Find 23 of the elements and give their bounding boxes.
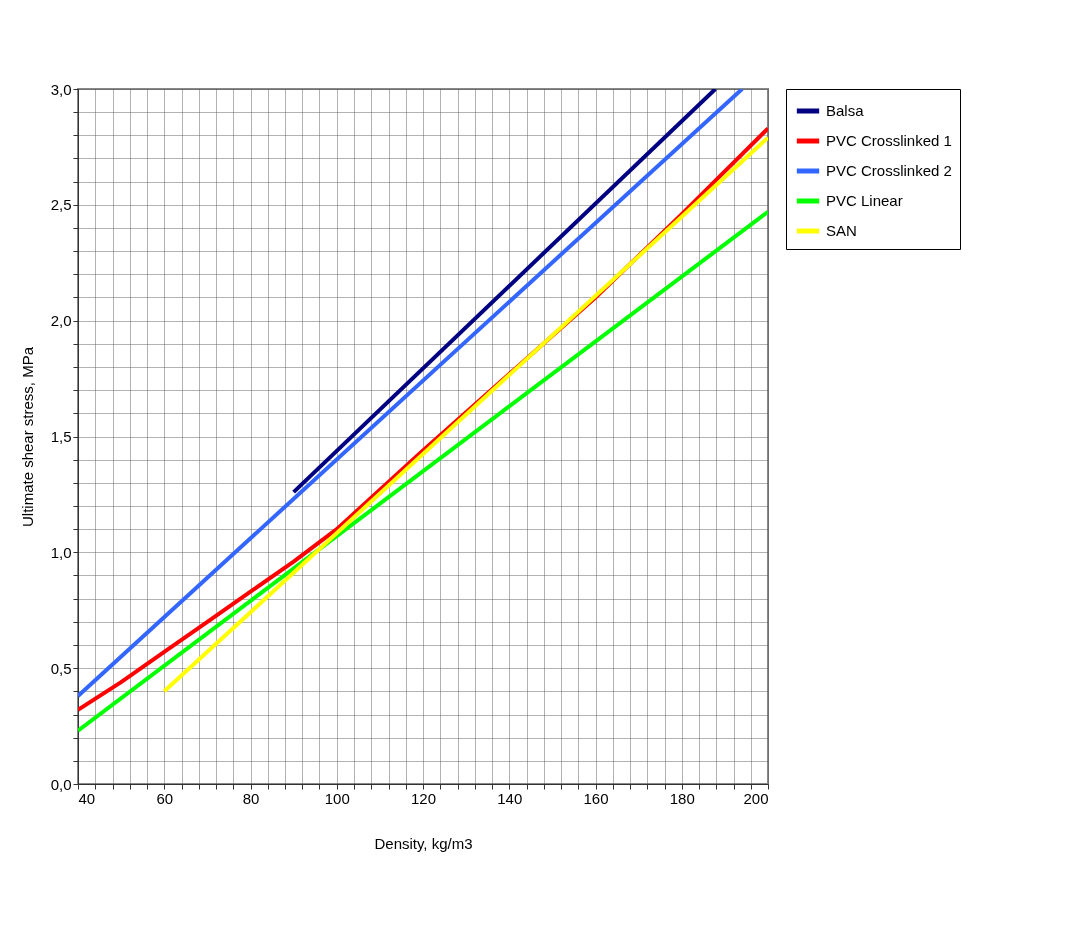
- y-tick-label: 1,0: [50, 543, 72, 561]
- x-tick-label: 40: [78, 789, 96, 807]
- legend-label: SAN: [826, 222, 857, 239]
- x-tick-label: 200: [743, 789, 769, 807]
- legend-label: Balsa: [826, 102, 865, 119]
- x-tick-label: 140: [497, 789, 523, 807]
- y-tick-label: 0,0: [50, 775, 72, 793]
- y-tick-label: 2,5: [50, 196, 72, 214]
- x-tick-label: 60: [156, 789, 174, 807]
- x-tick-label: 160: [583, 789, 609, 807]
- x-tick-label: 120: [410, 789, 437, 807]
- y-tick-label: 1,5: [50, 428, 72, 445]
- legend-label: PVC Linear: [826, 192, 903, 209]
- y-tick-label: 3,0: [50, 80, 72, 98]
- y-axis-title: Ultimate shear stress, MPa: [18, 346, 36, 528]
- y-tick-label: 2,0: [50, 312, 72, 330]
- legend-label: PVC Crosslinked 1: [826, 132, 952, 149]
- y-tick-label: 0,5: [50, 659, 72, 677]
- x-axis-title: Density, kg/m3: [374, 834, 473, 852]
- legend-label: PVC Crosslinked 2: [826, 162, 952, 179]
- x-tick-label: 180: [669, 789, 695, 807]
- x-tick-label: 80: [242, 789, 260, 807]
- x-tick-label: 100: [324, 789, 350, 807]
